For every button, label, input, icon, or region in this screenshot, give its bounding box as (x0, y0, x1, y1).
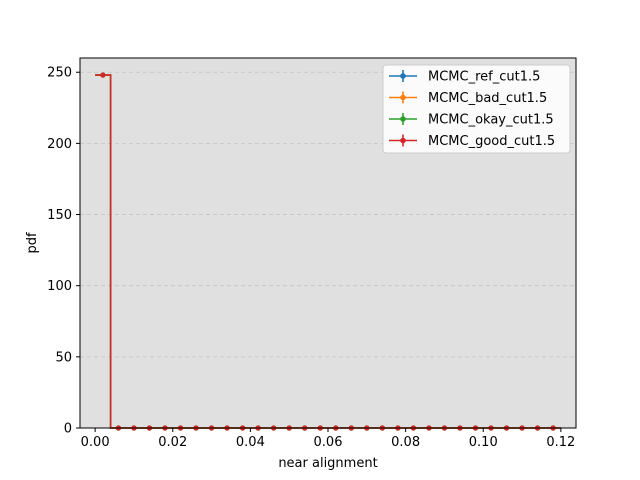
x-tick-label: 0.02 (158, 435, 187, 450)
y-tick-label: 100 (47, 279, 72, 294)
y-tick-label: 250 (47, 66, 72, 81)
legend-item: MCMC_good_cut1.5 (389, 134, 555, 149)
x-tick-label: 0.12 (546, 435, 575, 450)
legend-item: MCMC_okay_cut1.5 (389, 113, 554, 128)
legend-item: MCMC_ref_cut1.5 (389, 70, 540, 85)
legend-marker (400, 137, 406, 144)
x-tick-label: 0.04 (236, 435, 265, 450)
y-tick-label: 0 (64, 422, 72, 437)
legend-label: MCMC_good_cut1.5 (428, 134, 555, 149)
x-tick-label: 0.06 (314, 435, 343, 450)
data-point (100, 72, 106, 78)
x-tick-label: 0.10 (469, 435, 498, 450)
legend-marker (400, 73, 406, 79)
legend-label: MCMC_bad_cut1.5 (428, 91, 547, 106)
legend: MCMC_ref_cut1.5 MCMC_bad_cut1.5 MCMC_okay_… (382, 64, 571, 154)
legend-marker (400, 94, 406, 101)
y-axis-label: pdf (25, 232, 40, 254)
y-tick-label: 150 (47, 208, 72, 223)
legend-item: MCMC_bad_cut1.5 (389, 91, 547, 106)
y-tick-label: 200 (47, 137, 72, 152)
x-axis: 0.00 0.02 0.04 0.06 0.08 0.10 0.12 (81, 428, 575, 450)
x-axis-label: near alignment (278, 456, 377, 471)
x-tick-label: 0.08 (391, 435, 420, 450)
y-tick-label: 50 (55, 350, 72, 365)
legend-box (382, 64, 571, 154)
legend-label: MCMC_ref_cut1.5 (428, 70, 540, 85)
legend-marker (400, 116, 406, 122)
x-tick-label: 0.00 (81, 435, 110, 450)
legend-label: MCMC_okay_cut1.5 (428, 113, 554, 128)
y-axis: 0 50 100 150 200 250 (47, 66, 80, 437)
